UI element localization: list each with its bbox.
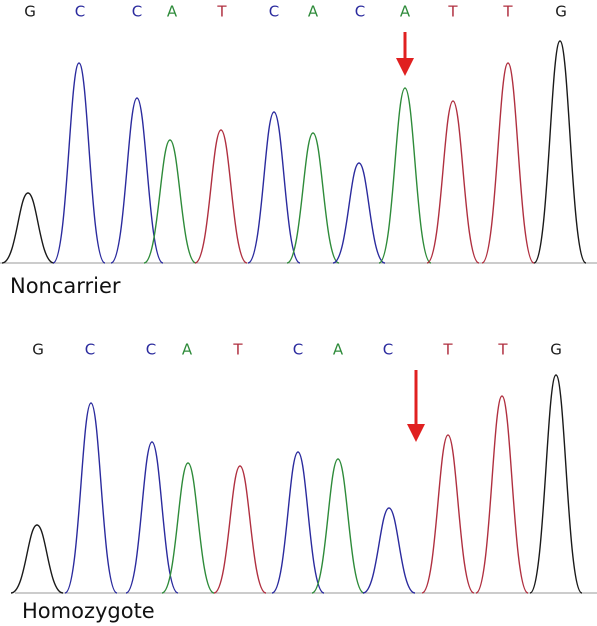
peak [213,465,267,594]
mutation-arrow [407,370,425,442]
base-call: T [442,341,453,359]
peak [10,524,64,594]
base-call: G [32,341,44,359]
peak [378,87,432,264]
peak [194,129,248,264]
base-call: T [502,3,513,21]
base-call: C [146,341,156,359]
base-call: G [550,341,562,359]
peak [1,192,55,264]
base-call: T [497,341,508,359]
peak [161,462,215,594]
base-call: T [216,3,227,21]
peak [143,139,197,264]
peak [311,458,365,594]
peak [247,111,301,264]
base-call: A [167,3,178,21]
base-call: G [24,3,36,21]
base-call: T [232,341,243,359]
peak [421,434,475,594]
base-call: C [383,341,393,359]
base-call: T [447,3,458,21]
base-call: C [85,341,95,359]
base-call: A [182,341,193,359]
panel-label: Noncarrier [10,274,121,298]
base-call: G [555,3,567,21]
peak [332,162,386,264]
peak [529,374,583,594]
peak [52,62,106,264]
peak [286,132,340,264]
peak [475,395,529,594]
peak [125,441,179,594]
base-call: C [293,341,303,359]
base-call: C [132,3,142,21]
peak [110,97,164,264]
peak [271,451,325,594]
base-call: A [308,3,319,21]
base-call: C [355,3,365,21]
panel-label: Homozygote [22,599,155,623]
peak [362,507,416,594]
base-call: C [269,3,279,21]
mutation-arrow [396,32,414,76]
base-call: A [333,341,344,359]
base-call: A [400,3,411,21]
peak [533,40,587,264]
peak [426,100,480,264]
peak [64,402,118,594]
peak [481,62,535,264]
base-call: C [75,3,85,21]
